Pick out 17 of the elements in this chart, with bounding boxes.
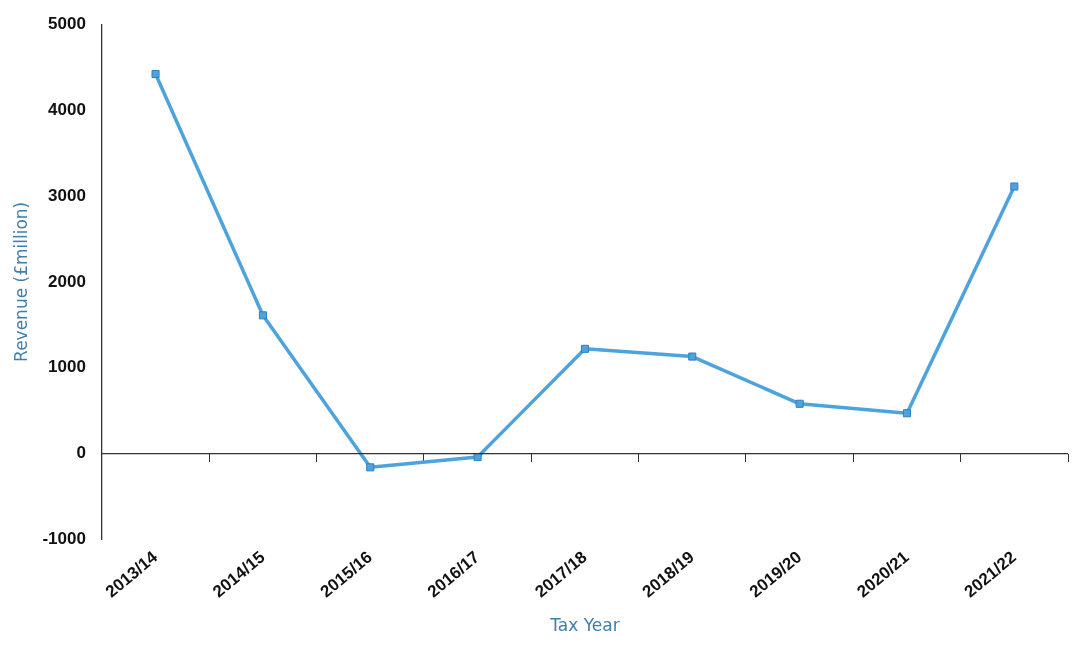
- point: [258, 311, 267, 320]
- point: [580, 344, 589, 353]
- x-axis-title: Tax Year: [549, 615, 620, 636]
- y-tick-label: 3000: [48, 185, 86, 205]
- point: [795, 399, 804, 408]
- point: [688, 352, 697, 361]
- point: [151, 69, 160, 79]
- point: [902, 409, 912, 418]
- y-tick-label: 4000: [48, 99, 86, 119]
- y-axis-title: Revenue (£million): [10, 201, 31, 362]
- y-tick-label: 5000: [48, 13, 86, 33]
- y-tick-label: -1000: [42, 529, 86, 549]
- point: [366, 463, 375, 472]
- y-tick-label: 1000: [48, 357, 86, 377]
- y-tick-label: 2000: [48, 271, 86, 291]
- point: [1010, 182, 1019, 191]
- y-tick-label: 0: [76, 443, 86, 463]
